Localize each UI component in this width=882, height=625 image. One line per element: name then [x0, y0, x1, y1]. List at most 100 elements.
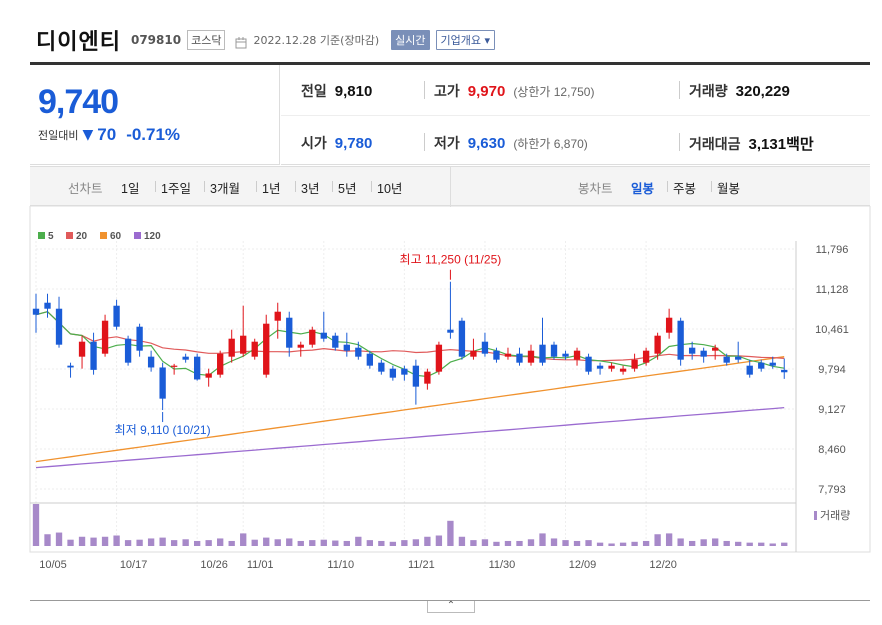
realtime-button[interactable]: 실시간 — [391, 30, 430, 50]
volume-bar — [159, 537, 166, 546]
current-price: 9,740 — [38, 83, 119, 121]
candle-body — [228, 338, 235, 357]
toolbar-divider — [450, 167, 451, 207]
amount-number: 3,131 — [748, 136, 787, 153]
upper-limit: (상한가 12,750) — [513, 85, 595, 99]
candle-tab-1[interactable]: 일봉 — [631, 182, 655, 196]
volume-bar — [654, 534, 661, 546]
stock-header: 디이엔티 079810 코스닥 2022.12.28 기준(장마감) 실시간 기… — [36, 26, 496, 55]
toolbar-separator — [667, 181, 668, 192]
toolbar-separator — [256, 181, 257, 192]
candle-body — [723, 356, 730, 363]
info-separator — [679, 133, 680, 151]
volume-bar — [712, 538, 719, 546]
amount-unit: 백만 — [786, 136, 814, 153]
toolbar-separator — [371, 181, 372, 192]
volume-bar — [240, 533, 247, 546]
x-tick-label: 12/20 — [649, 559, 677, 571]
volume-bar — [44, 534, 51, 546]
volume-bar — [735, 541, 742, 546]
candle-tab-2[interactable]: 주봉 — [673, 182, 697, 196]
low-label: 저가 — [434, 135, 460, 151]
volume-bar — [332, 540, 339, 546]
candle-body — [746, 365, 753, 375]
legend-swatch-120 — [134, 232, 141, 239]
range-tab-4[interactable]: 1년 — [262, 182, 281, 196]
toolbar-separator — [711, 181, 712, 192]
range-tab-3[interactable]: 3개월 — [210, 182, 240, 196]
candle-body — [700, 350, 707, 357]
volume-bar — [447, 520, 454, 546]
chevron-down-icon: ▾ — [484, 34, 491, 47]
high-annotation: 최고 11,250 (11/25) — [400, 253, 502, 267]
volume-label: 거래량 — [689, 83, 728, 99]
down-triangle-icon: ▼ — [82, 127, 94, 143]
candle-body — [297, 344, 304, 348]
candle-body — [435, 344, 443, 372]
chart-toolbar: 선차트 1일 1주일 3개월 1년 3년 5년 10년 봉차트 일봉 주봉 월봉 — [30, 166, 870, 207]
high-cell: 고가 9,970 (상한가 12,750) — [434, 81, 594, 101]
range-tab-2[interactable]: 1주일 — [161, 182, 191, 196]
toolbar-separator — [332, 181, 333, 192]
calendar-icon — [235, 34, 247, 49]
volume-bar — [619, 542, 627, 546]
company-overview-button[interactable]: 기업개요 ▾ — [435, 30, 496, 50]
candle-body — [44, 302, 51, 309]
range-tab-6[interactable]: 5년 — [338, 182, 357, 196]
candle-body — [113, 305, 120, 327]
candle-body — [182, 356, 189, 360]
x-tick-label: 10/17 — [120, 559, 148, 571]
open-label: 시가 — [301, 135, 327, 151]
price-summary: 9,740 전일대비 ▼ 70 -0.71% — [30, 65, 280, 165]
ma60-line — [35, 356, 785, 463]
volume-bar — [378, 540, 385, 546]
candle-body — [67, 365, 74, 368]
volume-bar — [343, 540, 350, 546]
volume-bar — [147, 538, 155, 546]
lower-limit: (하한가 6,870) — [513, 137, 588, 151]
volume-bar — [251, 539, 258, 546]
range-tab-5[interactable]: 3년 — [301, 182, 320, 196]
candle-body — [343, 344, 350, 351]
company-overview-label: 기업개요 — [440, 34, 481, 47]
info-separator — [679, 81, 680, 99]
candle-body — [263, 323, 270, 375]
volume-bar — [55, 532, 63, 546]
volume-bar — [424, 536, 431, 546]
candle-body — [332, 335, 339, 348]
x-tick-label: 11/30 — [489, 559, 516, 571]
volume-bar — [493, 541, 500, 546]
candle-tab-3[interactable]: 월봉 — [717, 182, 741, 196]
volume-bar — [205, 540, 212, 546]
chart-frame — [29, 205, 871, 553]
top-divider — [30, 62, 870, 65]
volume-bar — [562, 540, 569, 546]
open-cell: 시가 9,780 — [301, 133, 372, 153]
stock-code: 079810 — [130, 33, 182, 47]
low-cell: 저가 9,630 (하한가 6,870) — [434, 133, 588, 153]
candle-body — [170, 365, 178, 367]
range-tab-7[interactable]: 10년 — [377, 182, 403, 196]
volume-bar — [90, 537, 97, 546]
candle-body — [527, 350, 535, 363]
date-text: 2022.12.28 기준(장마감) — [253, 34, 380, 47]
candle-body — [251, 341, 258, 357]
candle-body — [136, 326, 143, 351]
collapse-button[interactable]: ⌃ — [427, 601, 475, 613]
volume-bar — [286, 538, 293, 546]
range-tab-1[interactable]: 1일 — [121, 182, 140, 196]
volume-bar — [124, 540, 132, 546]
price-change-row: 전일대비 ▼ 70 -0.71% — [38, 125, 180, 145]
change-label: 전일대비 — [38, 129, 79, 142]
chevron-up-icon: ⌃ — [446, 600, 456, 611]
candle-body — [193, 356, 201, 380]
candle-body — [608, 365, 615, 369]
candle-body — [55, 308, 63, 345]
candle-body — [309, 329, 316, 345]
change-percent: -0.71% — [126, 125, 181, 144]
y-tick-label: 9,794 — [818, 364, 846, 376]
candle-body — [470, 350, 477, 357]
high-label: 고가 — [434, 83, 460, 99]
volume-bar — [665, 533, 673, 546]
legend-label-20: 20 — [76, 231, 88, 242]
